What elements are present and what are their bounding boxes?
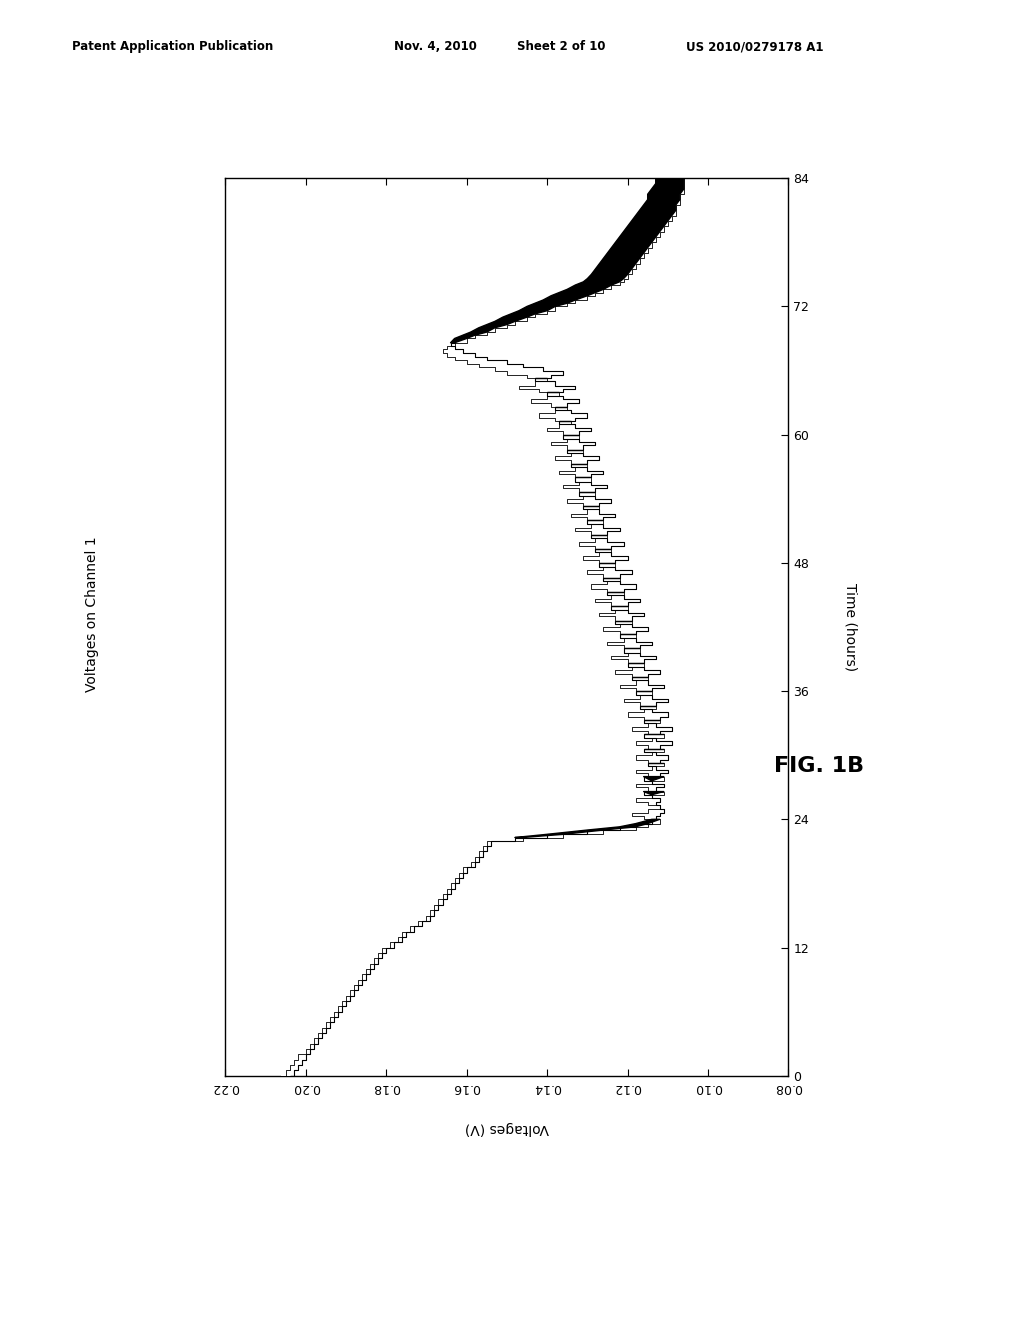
Text: Sheet 2 of 10: Sheet 2 of 10 [517, 40, 605, 53]
Text: Voltages on Channel 1: Voltages on Channel 1 [85, 536, 99, 692]
Text: Patent Application Publication: Patent Application Publication [72, 40, 273, 53]
Text: FIG. 1B: FIG. 1B [774, 755, 864, 776]
Text: Nov. 4, 2010: Nov. 4, 2010 [394, 40, 477, 53]
Text: US 2010/0279178 A1: US 2010/0279178 A1 [686, 40, 823, 53]
Y-axis label: Time (hours): Time (hours) [844, 583, 858, 671]
X-axis label: Voltages (V): Voltages (V) [465, 1122, 549, 1135]
